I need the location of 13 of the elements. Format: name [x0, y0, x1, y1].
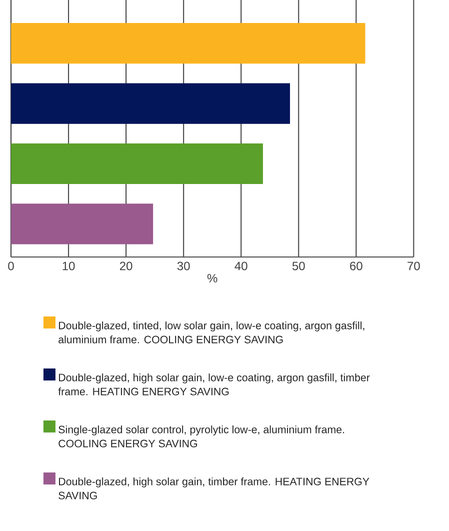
legend-label: Double-glazed, high solar gain, timber frame. HEATING ENERGY SAVING: [58, 477, 370, 500]
x-tick-label: 60: [350, 262, 362, 270]
x-tick-label: 40: [234, 262, 248, 270]
x-tick-label: 50: [292, 262, 305, 270]
legend-label: Single-glazed solar control, pyrolytic low-e, aluminium frame. COOLING ENERGY SAVING: [58, 425, 344, 448]
legend-label: Double-glazed, high solar gain, low-e coating, argon gasfill, timber frame. HEATING ENERGY SAVING: [58, 373, 370, 396]
x-tick-label: 70: [408, 262, 420, 270]
x-tick-label: 0: [8, 262, 14, 270]
x-axis-title: %: [207, 274, 218, 282]
legend-label: Double-glazed, tinted, low solar gain, low-e coating, argon gasfill, aluminium frame. COOLING ENERGY SAVING: [58, 321, 364, 344]
x-tick-label: 20: [120, 262, 132, 270]
x-tick-label: 30: [177, 262, 190, 270]
x-tick-label: 10: [62, 262, 75, 270]
